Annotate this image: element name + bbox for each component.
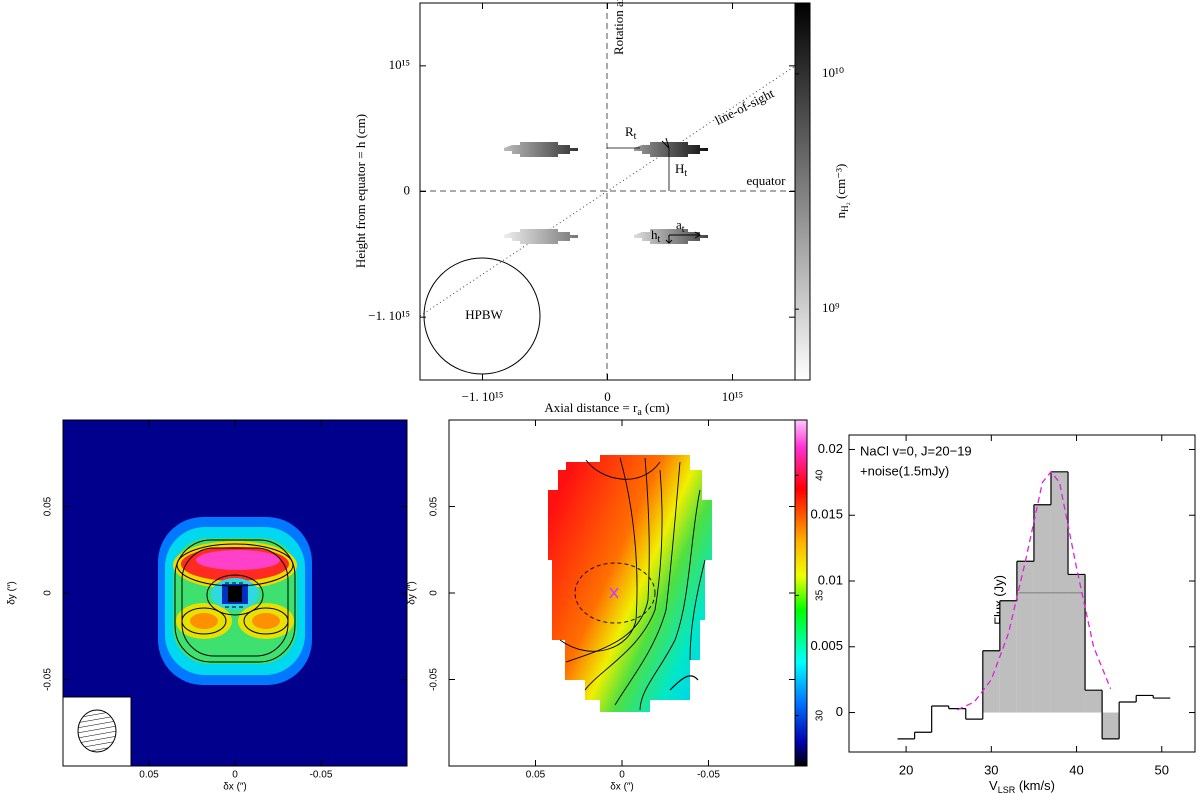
x-tick-label: 0 (604, 389, 611, 404)
label-sub: H₂ (840, 202, 850, 212)
y-tick-label: 0 (404, 182, 411, 197)
annotation: Rt (625, 124, 637, 142)
arrows (661, 137, 701, 244)
bar-fill (1033, 504, 1051, 713)
colorbar-tick-label: 10¹⁰ (822, 65, 844, 80)
y-tick-label: −1. 10¹⁵ (368, 308, 410, 323)
annotation: +noise(1.5mJy) (860, 463, 949, 478)
label-sub: LSR (998, 785, 1016, 794)
x-axis-label: Axial distance = ra (cm) (544, 400, 669, 418)
annotation: Ht (675, 161, 687, 179)
colorbar (795, 420, 807, 766)
map-layer (252, 613, 280, 629)
colorbar-frame (794, 2, 811, 381)
annotation-sub: t (634, 131, 637, 142)
y-axis-label: δy (″) (7, 581, 18, 605)
colorbar-frame (794, 419, 808, 767)
x-tick-label: −1. 10¹⁵ (462, 389, 504, 404)
annotation: at (676, 217, 685, 235)
blob (504, 229, 578, 244)
colorbar-tick-label: 30 (815, 710, 826, 722)
label-rest: (cm) (642, 400, 670, 415)
annotation: line-of-sight (712, 85, 776, 128)
y-tick-label: 0 (836, 704, 843, 719)
annotation-main: a (676, 217, 682, 232)
bar-fill (1016, 561, 1034, 713)
y-axis-label: Height from equator = h (cm) (353, 114, 368, 268)
annotation: HPBW (465, 307, 503, 322)
blob (634, 229, 708, 244)
plot-frame (848, 434, 1196, 753)
y-tick-label: -0.05 (43, 668, 54, 691)
y-tick-label: 0.015 (810, 507, 843, 522)
contours (174, 539, 296, 663)
blob (634, 142, 708, 157)
x-tick-label: 0 (232, 770, 238, 781)
y-tick-label: 0.005 (810, 638, 843, 653)
x-axis-label: VLSR (km/s) (989, 778, 1055, 794)
annotation-main: H (675, 161, 684, 176)
x-tick-label: 40 (1069, 762, 1083, 777)
fit-line (956, 470, 1112, 711)
center-marker (609, 587, 619, 599)
map-layer (190, 613, 218, 629)
model-diagram: Rotation axis line-of-sight equator Rt H… (353, 0, 850, 418)
annotation: ht (651, 227, 661, 245)
label-main: n (833, 211, 848, 218)
bar-fill (1068, 574, 1086, 713)
label-rest: (cm⁻³) (833, 164, 848, 203)
x-tick-label: 20 (899, 762, 913, 777)
annotation-sub: t (658, 234, 661, 245)
annotation-main: h (651, 227, 658, 242)
y-tick-label: 0.02 (818, 441, 843, 456)
colorbar-tick-label: 10⁹ (822, 300, 840, 315)
y-tick-label: 0.05 (43, 496, 54, 516)
map-layer (196, 550, 280, 570)
bar-fill (1102, 712, 1120, 739)
intensity-map (62, 420, 407, 767)
y-tick-label: 0 (429, 590, 440, 596)
blob (504, 142, 578, 157)
colorbar-tick-label: 40 (815, 469, 826, 481)
x-axis-label: δx (″) (610, 782, 634, 793)
y-tick-label: 0.01 (818, 572, 843, 587)
label-main: V (989, 778, 998, 793)
bar-fill (1085, 690, 1103, 713)
y-axis-label: δy (″) (407, 581, 418, 605)
map-core (228, 586, 242, 602)
bar-fill (982, 650, 1000, 713)
label-rest: (km/s) (1015, 778, 1055, 793)
label-main: Axial distance = r (544, 400, 638, 415)
beam (77, 709, 117, 753)
x-tick-label: 30 (984, 762, 998, 777)
x-tick-label: 0.05 (139, 770, 159, 781)
y-tick-label: -0.05 (429, 668, 440, 691)
y-tick-label: 0 (43, 590, 54, 596)
x-tick-label: 10¹⁵ (722, 389, 743, 404)
label-sub: a (637, 407, 642, 418)
colorbar-tick-label: 35 (815, 589, 826, 601)
y-tick-label: 10¹⁵ (389, 57, 410, 72)
colorbar (795, 3, 810, 380)
x-tick-label: 0 (619, 770, 625, 781)
x-tick-label: -0.05 (697, 770, 720, 781)
annotation-main: R (625, 124, 634, 139)
annotation: equator (747, 173, 787, 188)
x-tick-label: 50 (1155, 762, 1169, 777)
annotation: NaCl v=0, J=20−19 (860, 443, 972, 458)
x-tick-label: -0.05 (310, 770, 333, 781)
bar-fill (1050, 471, 1069, 713)
bar-fill (999, 600, 1017, 713)
annotation-sub: t (682, 224, 685, 235)
x-axis-label: δx (″) (223, 782, 247, 793)
contours (559, 457, 706, 711)
velocity-map (548, 420, 807, 766)
x-tick-label: 0.05 (526, 770, 546, 781)
annotation: Rotation axis (611, 0, 626, 55)
colorbar-label: nH₂ (cm⁻³) (833, 164, 850, 219)
annotation-sub: t (684, 168, 687, 179)
y-tick-label: 0.05 (429, 496, 440, 516)
